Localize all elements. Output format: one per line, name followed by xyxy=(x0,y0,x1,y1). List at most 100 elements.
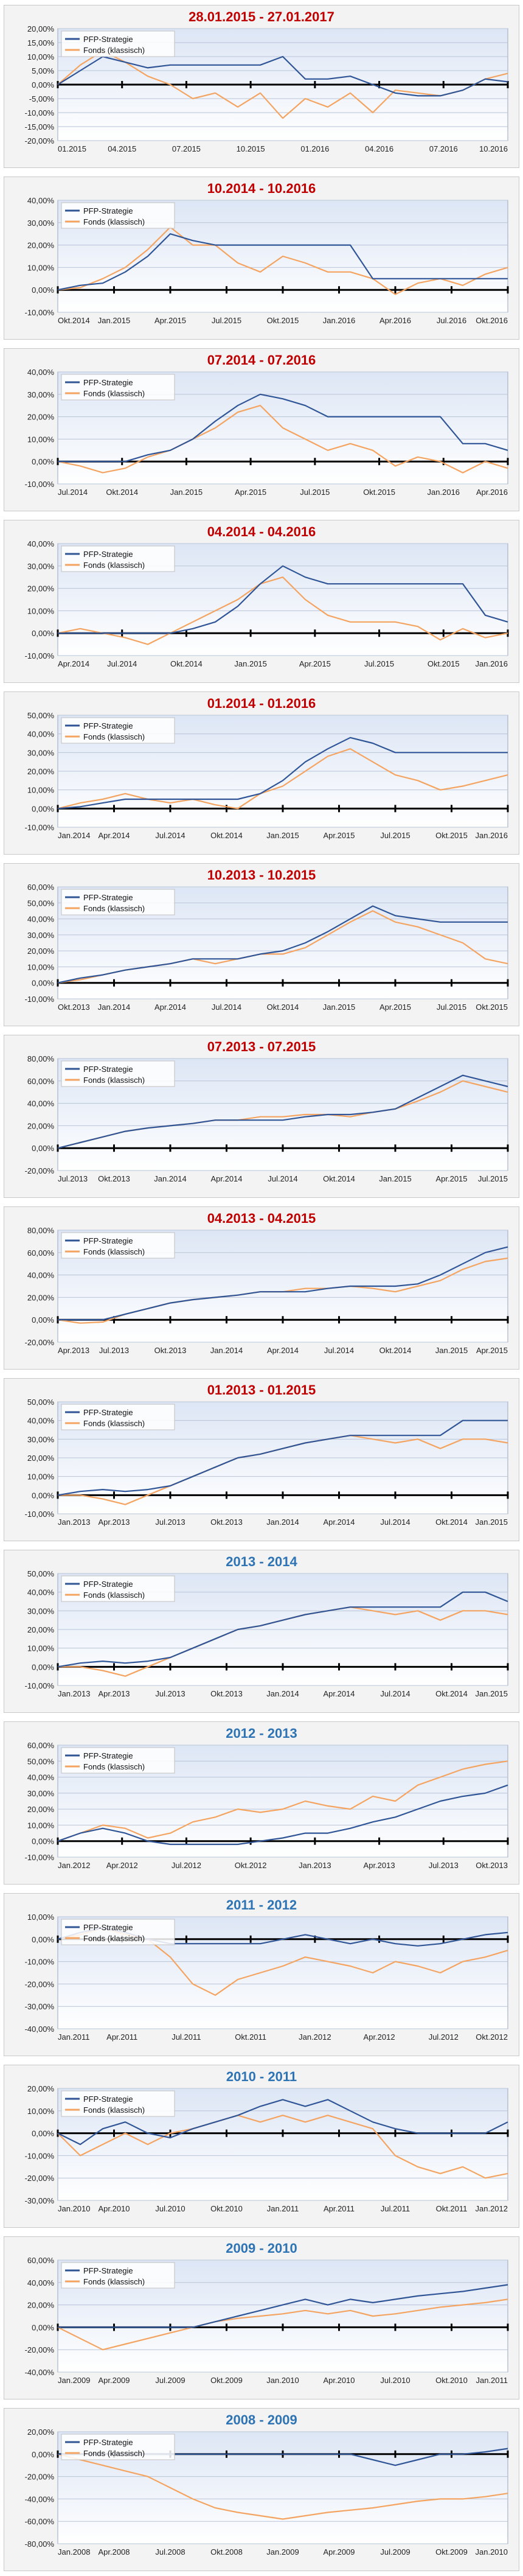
y-tick-label: 30,00% xyxy=(27,562,55,571)
x-tick-label: Jul.2011 xyxy=(381,2204,410,2213)
legend-label: PFP-Strategie xyxy=(83,2438,133,2447)
chart-svg: -10,00% 0,00% 10,00% 20,00% 30,00% 40,00% Apr.… xyxy=(25,541,509,668)
y-tick-label: -10,00% xyxy=(25,823,55,832)
legend-label: Fonds (klassisch) xyxy=(83,732,145,741)
y-tick-label: 40,00% xyxy=(27,1271,55,1280)
chart-svg: -10,00% 0,00% 10,00% 20,00% 30,00% 40,00% Okt.… xyxy=(25,198,509,325)
y-tick-label: 20,00% xyxy=(27,2429,55,2437)
x-tick-label: Apr.2009 xyxy=(98,2376,130,2385)
series-line-strategy xyxy=(57,1419,508,1496)
x-tick-label: Okt.2014 xyxy=(106,488,138,497)
y-tick-label: -30,00% xyxy=(25,2002,55,2011)
x-tick-label: Okt.2013 xyxy=(210,1689,243,1698)
legend-label: Fonds (klassisch) xyxy=(83,1762,145,1771)
x-tick-label: Jul.2012 xyxy=(171,1861,201,1870)
y-tick-label: -20,00% xyxy=(25,2473,55,2482)
y-tick-label: 20,00% xyxy=(27,1293,55,1302)
y-tick-label: 0,00% xyxy=(32,1935,54,1944)
x-tick-label: Jul.2011 xyxy=(171,2032,201,2042)
y-tick-label: 30,00% xyxy=(27,748,55,757)
x-tick-label: Jan.2015 xyxy=(170,488,203,497)
x-tick-label: Apr.2016 xyxy=(379,316,411,325)
x-tick-label: Okt.2011 xyxy=(235,2032,266,2042)
chart-svg: -10,00% 0,00% 10,00% 20,00% 30,00% 40,00% 50,0… xyxy=(25,1399,509,1527)
y-tick-label: -10,00% xyxy=(25,1681,55,1690)
series-line-fund xyxy=(57,50,508,119)
legend-label: Fonds (klassisch) xyxy=(83,2277,145,2286)
series-line-strategy xyxy=(57,1074,508,1149)
x-tick-label: Jan.2014 xyxy=(98,1003,131,1012)
chart-svg: -10,00% 0,00% 10,00% 20,00% 30,00% 40,00% 50,0… xyxy=(25,713,509,840)
x-tick-label: Jul.2010 xyxy=(155,2204,185,2213)
x-tick-label: Apr.2011 xyxy=(106,2032,137,2042)
legend-label: PFP-Strategie xyxy=(83,1065,133,1074)
x-tick-label: Jan.2014 xyxy=(154,1174,187,1183)
x-tick-label: 04.2015 xyxy=(108,144,136,153)
y-tick-label: -15,00% xyxy=(25,122,55,131)
x-tick-label: Okt.2014 xyxy=(170,659,203,668)
legend-label: PFP-Strategie xyxy=(83,1236,133,1245)
x-tick-label: Apr.2014 xyxy=(58,659,89,668)
x-tick-label: Okt.2013 xyxy=(98,1174,130,1183)
legend-label: PFP-Strategie xyxy=(83,1923,133,1932)
x-tick-label: 01.2016 xyxy=(300,144,329,153)
y-tick-label: 30,00% xyxy=(27,931,55,940)
x-tick-label: Jul.2013 xyxy=(155,1517,185,1527)
y-tick-label: 20,00% xyxy=(27,2086,55,2093)
series-line-strategy xyxy=(58,393,508,463)
x-tick-label: Jan.2014 xyxy=(266,1517,299,1527)
chart-panel: 01.2014 - 01.2016 -10,00% 0,00% 10,00% 20,00… xyxy=(4,691,519,855)
legend-label: Fonds (klassisch) xyxy=(83,1934,145,1943)
x-tick-label: Okt.2013 xyxy=(210,1517,243,1527)
y-tick-label: 40,00% xyxy=(27,915,55,924)
y-tick-label: -10,00% xyxy=(25,1958,55,1967)
x-tick-label: Jan.2012 xyxy=(58,1861,91,1870)
x-tick-label: Okt.2011 xyxy=(436,2204,468,2213)
y-tick-label: -10,00% xyxy=(25,2151,55,2160)
x-tick-label: Okt.2015 xyxy=(435,831,468,840)
y-tick-label: 50,00% xyxy=(27,1571,55,1578)
y-tick-label: 60,00% xyxy=(27,1248,55,1258)
chart-title: 2008 - 2009 xyxy=(226,2412,297,2427)
x-tick-label: Okt.2014 xyxy=(58,316,90,325)
chart-panel: 10.2013 - 10.2015 -10,00% 0,00% 10,00% 20,00… xyxy=(4,863,519,1026)
chart-panel: 2009 - 2010 -40,00% -20,00% 0,00% 20,00% 40,0… xyxy=(4,2236,519,2399)
legend-box xyxy=(61,30,175,57)
x-tick-label: Jul.2013 xyxy=(99,1346,129,1355)
series-line-strategy xyxy=(57,233,508,291)
y-tick-label: 40,00% xyxy=(27,730,55,739)
chart-svg: -10,00% 0,00% 10,00% 20,00% 30,00% 40,00% 50,0… xyxy=(25,884,509,1012)
x-tick-label: 04.2016 xyxy=(365,144,393,153)
legend-label: PFP-Strategie xyxy=(83,378,133,387)
chart-title: 04.2013 - 04.2015 xyxy=(207,1211,316,1226)
x-tick-label: Apr.2014 xyxy=(323,1517,355,1527)
x-tick-label: Okt.2010 xyxy=(435,2376,468,2385)
chart-svg: -10,00% 0,00% 10,00% 20,00% 30,00% 40,00% 50,0… xyxy=(25,1743,509,1870)
x-tick-label: Apr.2012 xyxy=(364,2032,395,2042)
x-tick-label: Jan.2011 xyxy=(267,2204,299,2213)
legend-box xyxy=(61,202,175,229)
y-tick-label: 30,00% xyxy=(27,390,55,399)
chart-title: 07.2014 - 07.2016 xyxy=(207,352,316,368)
y-tick-label: 0,00% xyxy=(32,1315,54,1325)
legend-label: Fonds (klassisch) xyxy=(83,389,145,398)
legend-label: PFP-Strategie xyxy=(83,721,133,730)
y-tick-label: 30,00% xyxy=(27,1789,55,1798)
y-tick-label: 40,00% xyxy=(27,369,55,377)
y-tick-label: 20,00% xyxy=(27,2301,55,2310)
legend-label: Fonds (klassisch) xyxy=(83,561,145,570)
chart-panel: 2011 - 2012 -40,00% -30,00% -20,00% -10,00% 0… xyxy=(4,1893,519,2056)
x-tick-label: Jul.2015 xyxy=(364,659,394,668)
y-tick-label: 0,00% xyxy=(32,1144,54,1153)
y-tick-label: 0,00% xyxy=(32,804,54,813)
y-tick-label: 10,00% xyxy=(27,1914,55,1922)
chart-title: 28.01.2015 - 27.01.2017 xyxy=(189,9,334,24)
y-tick-label: 10,00% xyxy=(27,435,55,444)
y-tick-label: 40,00% xyxy=(27,2278,55,2287)
series-line-fund xyxy=(57,1760,508,1842)
x-tick-label: Jan.2013 xyxy=(299,1861,331,1870)
series-line-strategy xyxy=(57,1784,508,1846)
x-tick-label: Okt.2013 xyxy=(476,1861,508,1870)
legend-box xyxy=(61,1232,175,1259)
x-tick-label: Apr.2009 xyxy=(323,2547,355,2557)
